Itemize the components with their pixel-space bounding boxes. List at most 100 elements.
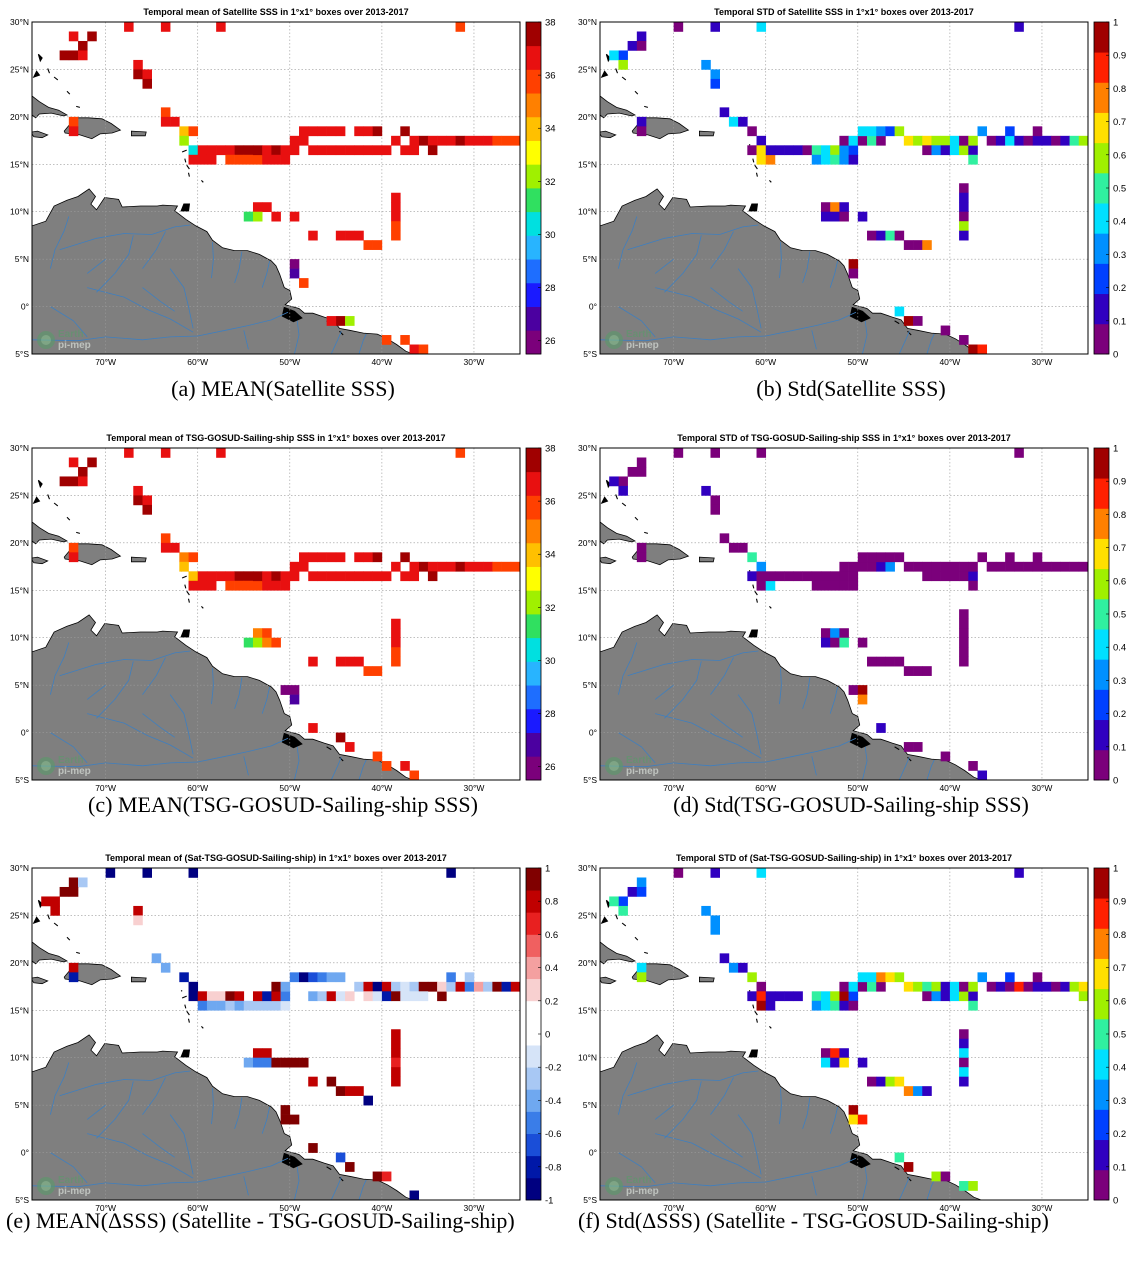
grid-box bbox=[756, 145, 767, 156]
grid-box bbox=[922, 240, 932, 250]
river-line bbox=[142, 713, 175, 738]
grid-box bbox=[289, 268, 300, 279]
grid-box bbox=[765, 580, 776, 591]
grid-box bbox=[68, 457, 79, 468]
grid-box bbox=[418, 561, 429, 572]
lat-tick-label: 30°N bbox=[578, 17, 597, 27]
land-south-america bbox=[600, 188, 982, 354]
grid-box bbox=[409, 991, 420, 1002]
land-islet bbox=[605, 899, 611, 909]
grid-box bbox=[225, 145, 235, 156]
grid-box bbox=[391, 561, 401, 572]
lat-tick-label: 10°N bbox=[10, 207, 29, 217]
grid-box bbox=[894, 306, 905, 317]
grid-box bbox=[1014, 135, 1024, 146]
grid-box bbox=[728, 542, 739, 553]
map-panel-c: Temporal mean of TSG-GOSUD-Sailing-ship … bbox=[0, 426, 566, 848]
river-line bbox=[627, 650, 759, 677]
colorbar-segment bbox=[1094, 868, 1109, 899]
grid-box bbox=[124, 22, 134, 32]
panel-title: Temporal mean of Satellite SSS in 1°x1° … bbox=[143, 7, 408, 17]
river-line bbox=[802, 677, 811, 710]
grid-box bbox=[427, 561, 438, 572]
lat-tick-label: 25°N bbox=[578, 910, 597, 920]
river-line bbox=[811, 1176, 817, 1196]
grid-box bbox=[372, 126, 383, 137]
colorbar-tick-label: 28 bbox=[545, 709, 556, 720]
colorbar-segment bbox=[1094, 1139, 1109, 1171]
grid-box bbox=[188, 154, 199, 165]
grid-box bbox=[50, 896, 60, 907]
land-islet bbox=[53, 922, 59, 927]
grid-box bbox=[289, 694, 300, 705]
colorbar-tick-label: 0.3 bbox=[1113, 250, 1126, 261]
lon-tick-label: 60°W bbox=[187, 357, 208, 367]
grid-box bbox=[848, 1000, 859, 1011]
river-line bbox=[654, 1104, 674, 1120]
colorbar-segment bbox=[526, 868, 541, 891]
grid-box bbox=[234, 991, 245, 1002]
river-line bbox=[600, 311, 857, 342]
map-panel-a: Temporal mean of Satellite SSS in 1°x1° … bbox=[0, 0, 566, 422]
grid-box bbox=[793, 571, 803, 582]
grid-box bbox=[354, 230, 364, 241]
land-islet bbox=[754, 164, 758, 170]
grid-box bbox=[78, 50, 88, 61]
caption-c: (c) MEAN(TSG-GOSUD-Sailing-ship SSS) bbox=[88, 792, 478, 817]
grid-box bbox=[802, 145, 813, 156]
grid-box bbox=[995, 561, 1006, 572]
colorbar-segment bbox=[1094, 478, 1109, 509]
grid-box bbox=[949, 571, 960, 582]
grid-box bbox=[618, 476, 628, 487]
grid-box bbox=[317, 571, 327, 582]
grid-box bbox=[317, 126, 327, 137]
river-line bbox=[710, 287, 743, 312]
grid-box bbox=[903, 135, 914, 146]
grid-box bbox=[308, 571, 318, 582]
colorbar-segment bbox=[1094, 898, 1109, 929]
grid-box bbox=[876, 723, 886, 733]
colorbar-segment bbox=[526, 211, 541, 236]
river-line bbox=[96, 235, 134, 293]
grid-box bbox=[968, 571, 978, 582]
colorbar-tick-label: 28 bbox=[545, 283, 556, 294]
land-jamaica bbox=[600, 130, 617, 139]
grid-box bbox=[1069, 135, 1080, 146]
river-line bbox=[926, 1179, 935, 1200]
colorbar-segment bbox=[526, 566, 541, 591]
grid-box bbox=[636, 542, 647, 553]
colorbar-segment bbox=[1094, 52, 1109, 83]
grid-box bbox=[308, 145, 318, 156]
lat-tick-label: 5°S bbox=[15, 775, 29, 785]
grid-box bbox=[381, 145, 392, 156]
logo-word-pimep: pi-mep bbox=[58, 1186, 91, 1197]
river-line bbox=[829, 686, 838, 714]
grid-box bbox=[409, 770, 420, 780]
river-line bbox=[618, 1062, 638, 1115]
colorbar-tick-label: 0.9 bbox=[1113, 477, 1126, 488]
colorbar-tick-label: -1 bbox=[545, 1196, 553, 1207]
grid-box bbox=[409, 1190, 420, 1200]
land-cuba bbox=[600, 521, 637, 545]
grid-box bbox=[922, 561, 932, 572]
colorbar-segment bbox=[526, 22, 541, 47]
river-line bbox=[87, 1133, 194, 1179]
river-line bbox=[654, 258, 674, 274]
lon-tick-label: 40°W bbox=[371, 783, 392, 793]
grid-box bbox=[160, 116, 171, 127]
river-line bbox=[234, 677, 243, 710]
grid-box bbox=[811, 145, 822, 156]
colorbar-segment bbox=[526, 708, 541, 733]
colorbar-tick-label: 0.8 bbox=[1113, 510, 1126, 521]
grid-box bbox=[409, 135, 420, 146]
grid-box bbox=[363, 1095, 373, 1106]
lat-tick-label: 20°N bbox=[578, 112, 597, 122]
grid-box bbox=[885, 552, 895, 563]
grid-box bbox=[289, 211, 300, 222]
grid-box bbox=[262, 991, 272, 1002]
map-frame bbox=[599, 21, 1089, 355]
grid-box bbox=[197, 580, 208, 591]
grid-box bbox=[289, 685, 300, 695]
grid-box bbox=[335, 1086, 346, 1096]
